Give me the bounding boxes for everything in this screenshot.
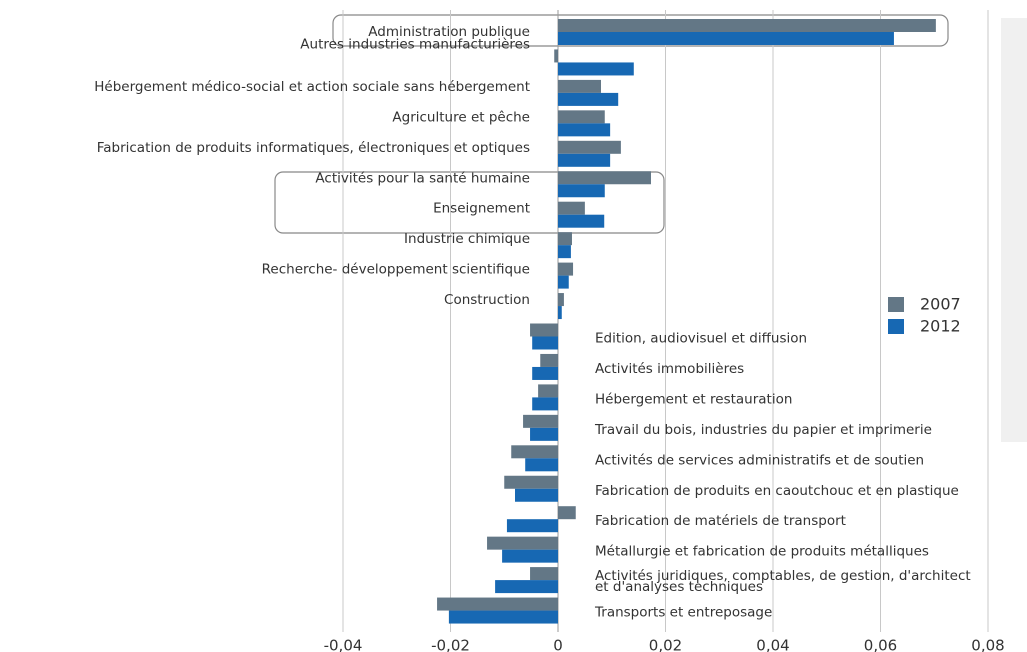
bar [558,275,569,289]
bar [558,140,621,154]
bar [504,475,558,489]
legend-swatch [888,319,904,334]
legend-label: 2007 [920,295,961,314]
bar [437,597,558,611]
bar [558,123,611,137]
category-label: Métallurgie et fabrication de produits m… [595,544,929,560]
bar [558,62,634,76]
bar [558,262,574,276]
bar [448,610,558,624]
x-tick-label: 0,06 [864,637,897,652]
bar [523,414,558,428]
bar [558,293,564,307]
bar [540,353,558,367]
legend-swatch [888,297,904,312]
legend-label: 2012 [920,317,961,336]
bar [558,306,562,320]
x-tick-label: 0 [553,637,563,652]
bar [530,323,558,337]
bar [530,427,558,441]
category-label: Industrie chimique [404,231,530,247]
highlight-box [332,14,949,47]
category-label: Fabrication de produits informatiques, é… [97,140,530,156]
bar [558,153,611,167]
bar [506,519,558,533]
bar [558,201,585,215]
bar [538,384,558,398]
x-tick-label: 0,08 [971,637,1004,652]
bar [558,32,894,45]
bar [515,488,558,502]
bar [558,171,651,185]
bar [532,336,558,350]
category-label: Fabrication de produits en caoutchouc et… [595,483,959,499]
x-tick-label: 0,04 [756,637,789,652]
category-label: Recherche- développement scientifique [262,262,530,278]
bar [532,366,558,380]
bar [558,110,605,124]
category-label: Autres industries manufacturières [300,36,530,52]
bar [495,580,558,594]
bar [502,549,558,563]
bar [558,214,605,228]
bar [511,445,558,459]
category-label: Edition, audiovisuel et diffusion [595,331,807,347]
bar [558,92,619,106]
category-label: Construction [444,292,530,308]
x-tick-label: 0,02 [649,637,682,652]
bar [532,397,558,411]
category-label: Fabrication de matériels de transport [595,513,846,529]
category-label: Hébergement médico-social et action soci… [94,79,530,95]
category-label: Transports et entreposage [594,605,772,621]
highlight-box [274,171,665,234]
bar [554,49,558,63]
category-label: Activités de services administratifs et … [595,452,924,468]
category-label: Agriculture et pêche [392,109,530,125]
side-panel [1001,18,1027,442]
category-label: Administration publique [368,24,530,40]
bar [487,536,558,550]
bar [558,79,601,93]
bar [530,567,558,581]
bar [558,232,572,246]
bar [558,245,571,259]
category-label: Hébergement et restauration [595,391,792,407]
x-tick-label: -0,04 [324,637,363,652]
category-label: Activités juridiques, comptables, de ges… [595,568,971,595]
category-label: Activités immobilières [595,361,744,377]
category-label: Enseignement [433,201,530,217]
bar [558,506,576,520]
bar [558,19,936,32]
bar [558,184,605,198]
category-label: Activités pour la santé humaine [315,170,530,186]
category-label: Travail du bois, industries du papier et… [594,422,932,438]
x-tick-label: -0,02 [431,637,470,652]
bar [525,458,558,472]
